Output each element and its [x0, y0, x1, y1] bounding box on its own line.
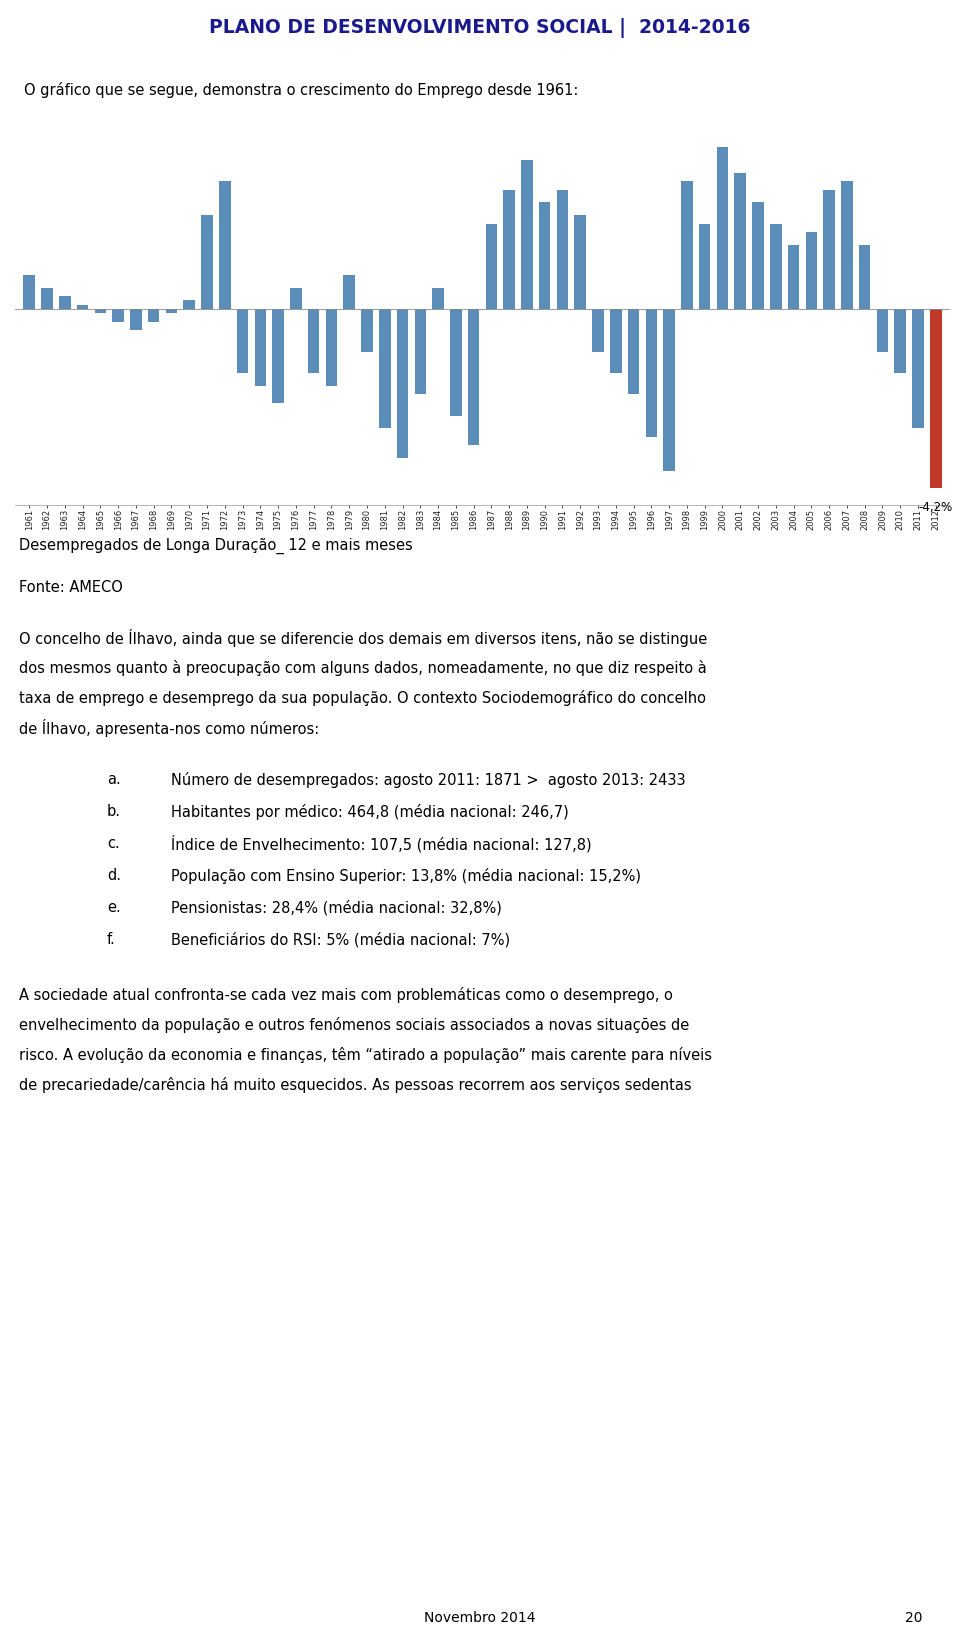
Bar: [557, 189, 568, 309]
Text: Habitantes por médico: 464,8 (média nacional: 246,7): Habitantes por médico: 464,8 (média naci…: [171, 803, 569, 820]
Bar: [486, 223, 497, 309]
Text: envelhecimento da população e outros fenómenos sociais associados a novas situaç: envelhecimento da população e outros fen…: [19, 1017, 689, 1033]
Text: Beneficiários do RSI: 5% (média nacional: 7%): Beneficiários do RSI: 5% (média nacional…: [171, 932, 511, 948]
Bar: [805, 232, 817, 309]
Bar: [94, 309, 107, 314]
Text: a.: a.: [107, 772, 121, 787]
Bar: [628, 309, 639, 394]
Bar: [432, 288, 444, 309]
Bar: [734, 173, 746, 309]
Bar: [379, 309, 391, 429]
Bar: [645, 309, 658, 437]
Bar: [574, 215, 586, 309]
Bar: [859, 245, 871, 309]
Bar: [361, 309, 372, 352]
Bar: [770, 223, 781, 309]
Bar: [77, 304, 88, 309]
Bar: [717, 146, 729, 309]
Text: A sociedade atual confronta-se cada vez mais com problemáticas como o desemprego: A sociedade atual confronta-se cada vez …: [19, 987, 673, 1002]
Bar: [610, 309, 621, 373]
Bar: [202, 215, 213, 309]
Bar: [396, 309, 408, 458]
Bar: [753, 202, 764, 309]
Bar: [682, 181, 693, 309]
Text: 20: 20: [905, 1612, 923, 1625]
Bar: [450, 309, 462, 416]
Text: d.: d.: [107, 869, 121, 884]
Text: Desempregados de Longa Duração_ 12 e mais meses: Desempregados de Longa Duração_ 12 e mai…: [19, 537, 413, 554]
Bar: [23, 274, 35, 309]
Text: risco. A evolução da economia e finanças, têm “atirado a população” mais carente: risco. A evolução da economia e finanças…: [19, 1047, 712, 1063]
Bar: [539, 202, 550, 309]
Text: Novembro 2014: Novembro 2014: [424, 1612, 536, 1625]
Text: de Ílhavo, apresenta-nos como números:: de Ílhavo, apresenta-nos como números:: [19, 720, 320, 738]
Bar: [663, 309, 675, 472]
Text: Fonte: AMECO: Fonte: AMECO: [19, 580, 123, 595]
Bar: [237, 309, 249, 373]
Bar: [468, 309, 479, 445]
Bar: [824, 189, 835, 309]
Text: dos mesmos quanto à preocupação com alguns dados, nomeadamente, no que diz respe: dos mesmos quanto à preocupação com algu…: [19, 660, 707, 675]
Bar: [415, 309, 426, 394]
Bar: [841, 181, 852, 309]
Text: PLANO DE DESENVOLVIMENTO SOCIAL |  2014-2016: PLANO DE DESENVOLVIMENTO SOCIAL | 2014-2…: [209, 18, 751, 38]
Bar: [59, 296, 70, 309]
Text: Número de desempregados: agosto 2011: 1871 >  agosto 2013: 2433: Número de desempregados: agosto 2011: 18…: [171, 772, 685, 789]
Bar: [895, 309, 906, 373]
Text: e.: e.: [107, 900, 121, 915]
Text: de precariedade/carência há muito esquecidos. As pessoas recorrem aos serviços s: de precariedade/carência há muito esquec…: [19, 1078, 692, 1093]
Text: -4,2%: -4,2%: [919, 501, 953, 514]
Bar: [788, 245, 800, 309]
Bar: [930, 309, 942, 488]
Bar: [876, 309, 888, 352]
Text: c.: c.: [107, 836, 119, 851]
Text: Índice de Envelhecimento: 107,5 (média nacional: 127,8): Índice de Envelhecimento: 107,5 (média n…: [171, 835, 592, 853]
Bar: [699, 223, 710, 309]
Bar: [308, 309, 320, 373]
Text: Pensionistas: 28,4% (média nacional: 32,8%): Pensionistas: 28,4% (média nacional: 32,…: [171, 900, 502, 915]
Text: O concelho de Ílhavo, ainda que se diferencie dos demais em diversos itens, não : O concelho de Ílhavo, ainda que se difer…: [19, 629, 708, 647]
Bar: [592, 309, 604, 352]
Bar: [148, 309, 159, 322]
Bar: [112, 309, 124, 322]
Bar: [166, 309, 178, 314]
Bar: [344, 274, 355, 309]
Bar: [503, 189, 515, 309]
Text: f.: f.: [107, 933, 115, 948]
Text: b.: b.: [107, 805, 121, 820]
Bar: [325, 309, 337, 386]
Bar: [41, 288, 53, 309]
Bar: [183, 301, 195, 309]
Bar: [290, 288, 301, 309]
Text: O gráfico que se segue, demonstra o crescimento do Emprego desde 1961:: O gráfico que se segue, demonstra o cres…: [24, 82, 578, 99]
Bar: [219, 181, 230, 309]
Bar: [131, 309, 142, 330]
Bar: [521, 159, 533, 309]
Bar: [912, 309, 924, 429]
Text: taxa de emprego e desemprego da sua população. O contexto Sociodemográfico do co: taxa de emprego e desemprego da sua popu…: [19, 690, 707, 706]
Bar: [254, 309, 266, 386]
Text: População com Ensino Superior: 13,8% (média nacional: 15,2%): População com Ensino Superior: 13,8% (mé…: [171, 868, 641, 884]
Bar: [273, 309, 284, 403]
